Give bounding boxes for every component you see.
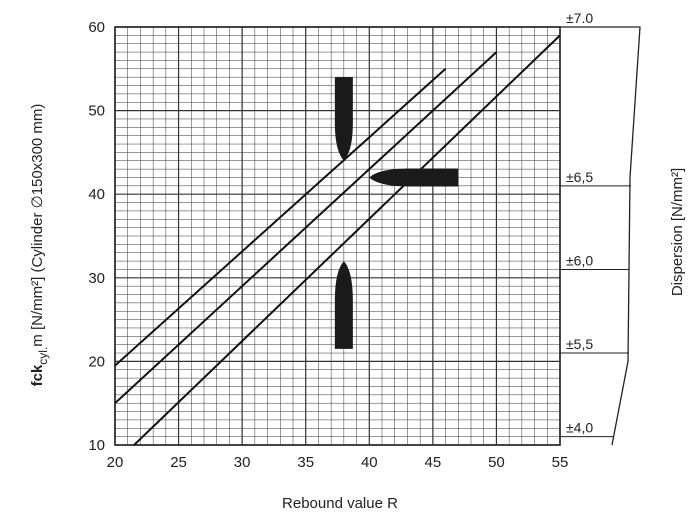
- y-tick-label: 10: [88, 437, 105, 454]
- x-tick-label: 55: [552, 454, 569, 471]
- series-line-1: [114, 68, 447, 367]
- series-lines: [114, 34, 561, 446]
- dispersion-label: ±6,0: [566, 252, 593, 268]
- x-tick-label: 40: [361, 454, 378, 471]
- x-tick-label: 20: [107, 454, 124, 471]
- dispersion-boundary: [560, 26, 641, 446]
- x-tick-label: 30: [234, 454, 251, 471]
- y-axis-label-rest: m [N/mm²] (Cylinder ∅150x300 mm): [29, 104, 46, 347]
- dispersion-label: ±4,0: [566, 420, 593, 436]
- x-tick-label: 35: [297, 454, 314, 471]
- y-axis-label-main: fck: [29, 364, 46, 386]
- dispersion-label: ±6,5: [566, 169, 593, 185]
- hammer-markers: [334, 77, 459, 349]
- x-tick-label: 25: [170, 454, 187, 471]
- x-tick-label: 50: [488, 454, 505, 471]
- x-axis-label: Rebound value R: [282, 495, 398, 512]
- dispersion-label: ±5,5: [566, 336, 593, 352]
- y-tick-label: 50: [88, 103, 105, 120]
- y-axis-label-sub: cyl.: [36, 347, 50, 365]
- plot-frame: [114, 26, 561, 446]
- hammer-marker-vertical-bottom: [334, 261, 353, 349]
- hammer-marker-horizontal: [369, 168, 459, 187]
- hammer-marker-vertical-top: [334, 77, 353, 161]
- dispersion-label: ±7.0: [566, 10, 593, 26]
- y-tick-label: 40: [88, 186, 105, 203]
- y-tick-label: 20: [88, 353, 105, 370]
- dispersion-scale: ±7.0 ±6,5 ±6,0 ±5,5 ±4,0: [560, 10, 641, 446]
- y-tick-label: 60: [88, 19, 105, 36]
- y2-axis-label: Dispersion [N/mm²]: [669, 168, 686, 296]
- y-tick-label: 30: [88, 270, 105, 287]
- y-axis-label: fckcyl.m [N/mm²] (Cylinder ∅150x300 mm): [29, 104, 50, 387]
- series-line-3: [133, 34, 561, 446]
- series-line-2: [114, 51, 498, 404]
- x-tick-label: 45: [425, 454, 442, 471]
